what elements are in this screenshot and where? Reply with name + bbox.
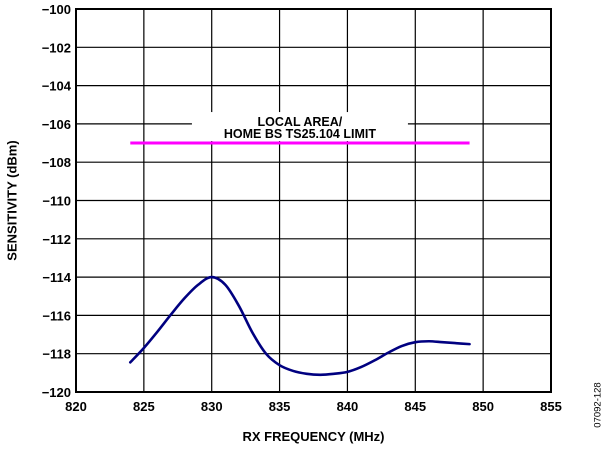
x-axis-label: RX FREQUENCY (MHz) xyxy=(242,429,384,444)
y-tick-label: −116 xyxy=(42,308,71,323)
limit-label-line-1: LOCAL AREA/ xyxy=(258,115,343,129)
x-tick-label: 830 xyxy=(201,399,223,414)
y-tick-label: −100 xyxy=(42,2,71,17)
y-tick-label: −104 xyxy=(42,79,72,94)
plot-frame xyxy=(75,8,552,393)
y-tick-label: −118 xyxy=(42,347,71,362)
limit-label-line-2: HOME BS TS25.104 LIMIT xyxy=(224,127,376,141)
figure-id: 07092-128 xyxy=(593,382,604,427)
series-group xyxy=(128,275,471,377)
grid xyxy=(75,8,552,393)
y-tick-label: −102 xyxy=(42,40,71,55)
limit-label-background xyxy=(191,112,408,142)
y-tick-label: −112 xyxy=(42,232,71,247)
x-tick-labels: 820 825 830 835 840 845 850 855 xyxy=(65,399,562,414)
x-tick-label: 820 xyxy=(65,399,87,414)
sensitivity-series-line xyxy=(128,275,471,377)
x-tick-label: 845 xyxy=(404,399,426,414)
limit-line-group: LOCAL AREA/ HOME BS TS25.104 LIMIT xyxy=(130,112,470,145)
y-tick-label: −114 xyxy=(42,270,71,285)
y-tick-label: −108 xyxy=(42,155,71,170)
x-tick-label: 840 xyxy=(337,399,359,414)
y-tick-labels: −100 −102 −104 −106 −108 −110 −112 −114 −116 −118… xyxy=(42,2,72,400)
x-tick-label: 855 xyxy=(540,399,562,414)
x-tick-label: 835 xyxy=(269,399,291,414)
y-tick-label: −110 xyxy=(42,194,71,209)
y-axis-label: SENSITIVITY (dBm) xyxy=(4,140,19,260)
y-tick-label: −106 xyxy=(42,117,71,132)
y-tick-label: −120 xyxy=(42,385,71,400)
x-tick-label: 850 xyxy=(472,399,494,414)
x-tick-label: 825 xyxy=(133,399,155,414)
